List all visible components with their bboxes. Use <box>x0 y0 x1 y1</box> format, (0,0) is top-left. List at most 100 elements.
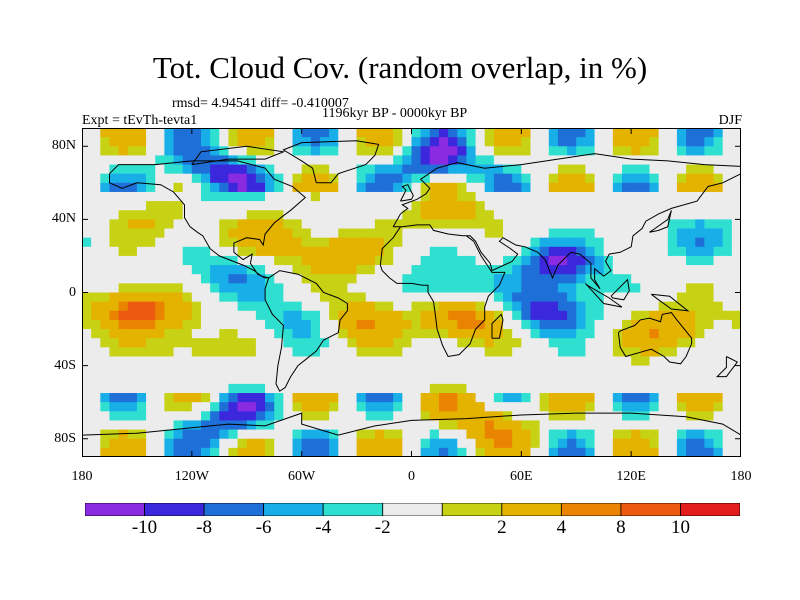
heat-cell <box>631 411 641 421</box>
heat-cell <box>631 173 641 184</box>
heat-cell <box>118 274 129 284</box>
heat-cell <box>493 182 504 193</box>
heat-cell <box>155 420 165 431</box>
heat-cell <box>329 347 339 357</box>
heat-cell <box>219 128 229 138</box>
heat-cell <box>100 356 110 367</box>
heat-cell <box>512 246 522 257</box>
heat-cell <box>91 402 101 412</box>
heat-cell <box>512 265 522 275</box>
heat-cell <box>109 365 120 376</box>
heat-cell <box>722 210 733 220</box>
heat-cell <box>319 393 330 403</box>
heat-cell <box>512 274 522 284</box>
heat-cell <box>384 329 394 339</box>
heat-cell <box>329 237 339 248</box>
heat-cell <box>265 292 275 303</box>
heat-cell <box>109 155 120 166</box>
heat-cell <box>612 310 623 321</box>
heat-cell <box>530 411 541 421</box>
heat-cell <box>255 255 266 266</box>
heat-cell <box>429 319 440 330</box>
heat-cell <box>640 319 650 330</box>
heat-cell <box>649 182 660 193</box>
heat-cell <box>539 438 550 449</box>
heat-cell <box>182 155 193 166</box>
heat-cell <box>356 182 367 193</box>
heat-cell <box>237 329 248 339</box>
heat-cell <box>338 237 348 248</box>
heat-cell <box>365 246 376 257</box>
heat-cell <box>265 429 275 440</box>
heat-cell <box>411 191 422 202</box>
heat-cell <box>484 137 495 147</box>
heat-cell <box>91 292 101 303</box>
heat-cell <box>713 438 724 449</box>
heat-cell <box>219 219 229 230</box>
heat-cell <box>658 383 669 394</box>
heat-cell <box>512 255 522 266</box>
heat-cell <box>283 301 294 312</box>
heat-cell <box>448 283 458 293</box>
coastline <box>264 270 348 392</box>
heat-cell <box>512 210 522 220</box>
heat-cell <box>182 347 193 357</box>
coastline <box>491 313 504 339</box>
heat-cell <box>548 338 559 348</box>
heat-cell <box>731 411 741 421</box>
heat-cell <box>411 411 422 421</box>
heat-cell <box>731 219 741 230</box>
heat-cell <box>466 310 477 321</box>
period-label: 1196kyr BP - 0000kyr BP <box>322 106 468 121</box>
heat-cell <box>640 146 650 156</box>
heat-cell <box>640 329 650 339</box>
heat-cell <box>384 210 394 220</box>
heat-cell <box>402 182 412 193</box>
heat-cell <box>402 429 412 440</box>
heat-cell <box>704 402 715 412</box>
heat-cell <box>676 137 687 147</box>
heat-cell <box>603 182 614 193</box>
heat-cell <box>484 210 495 220</box>
heat-cell <box>649 411 660 421</box>
heat-cell <box>219 310 229 321</box>
heat-cell <box>484 402 495 412</box>
heat-cell <box>631 201 641 211</box>
heat-cell <box>539 191 550 202</box>
heat-cell <box>585 393 596 403</box>
heat-cell <box>310 237 321 248</box>
heat-cell <box>246 402 257 412</box>
heat-cell <box>246 329 257 339</box>
heat-cell <box>484 329 495 339</box>
heat-cell <box>612 137 623 147</box>
heat-cell <box>338 137 348 147</box>
heat-cell <box>91 383 101 394</box>
heat-cell <box>475 191 486 202</box>
heat-cell <box>374 447 385 457</box>
heat-cell <box>310 438 321 449</box>
heat-cell <box>686 338 696 348</box>
heat-cell <box>484 219 495 230</box>
heat-cell <box>292 137 303 147</box>
heat-cell <box>173 292 184 303</box>
heat-cell <box>310 265 321 275</box>
heat-cell <box>265 365 275 376</box>
heat-cell <box>301 347 312 357</box>
coastline <box>379 226 506 358</box>
heat-cell <box>384 301 394 312</box>
heat-cell <box>448 265 458 275</box>
heat-cell <box>191 319 202 330</box>
heat-cell <box>118 292 129 303</box>
heat-cell <box>475 274 486 284</box>
heat-cell <box>594 173 605 184</box>
heat-cell <box>210 411 220 421</box>
heat-cell <box>484 146 495 156</box>
heat-cell <box>182 411 193 421</box>
heat-cell <box>82 155 92 166</box>
heat-cell <box>576 402 586 412</box>
heat-cell <box>283 438 294 449</box>
heat-cell <box>622 201 632 211</box>
heat-cell <box>704 237 715 248</box>
heat-cell <box>319 420 330 431</box>
heat-cell <box>594 255 605 266</box>
